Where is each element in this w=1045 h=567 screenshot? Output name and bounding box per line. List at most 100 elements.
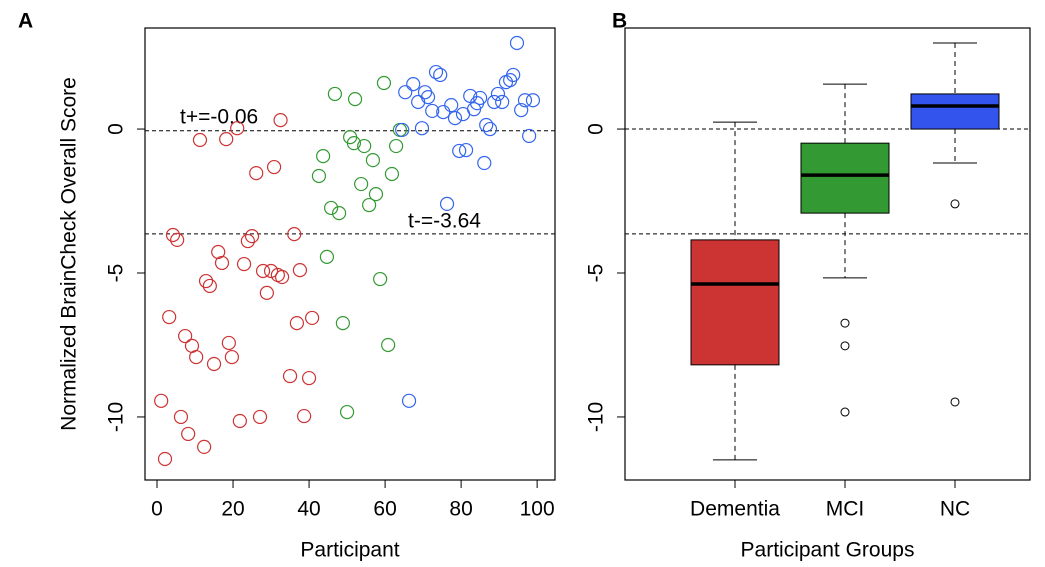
point xyxy=(189,349,204,365)
point xyxy=(506,67,521,83)
y-axis-title: Normalized BrainCheck Overall Score xyxy=(58,77,81,431)
point xyxy=(414,121,430,136)
point xyxy=(452,143,467,159)
point xyxy=(324,200,339,216)
point xyxy=(522,128,537,144)
point xyxy=(259,285,274,300)
outlier xyxy=(950,199,960,209)
y-tick-label: 0 xyxy=(105,123,128,135)
point xyxy=(398,85,413,100)
outlier xyxy=(950,397,960,407)
point xyxy=(230,121,245,136)
point xyxy=(249,166,264,181)
point xyxy=(365,153,381,168)
point xyxy=(482,121,498,137)
point xyxy=(487,94,502,110)
point xyxy=(211,244,226,260)
x-tick-label: 60 xyxy=(373,498,396,521)
point xyxy=(395,122,410,138)
box xyxy=(690,239,780,366)
point xyxy=(181,426,196,442)
point xyxy=(273,113,288,128)
y-tick-label: 0 xyxy=(585,123,608,135)
point xyxy=(202,278,217,294)
point xyxy=(368,187,384,202)
point xyxy=(316,149,331,164)
point xyxy=(255,263,271,279)
point xyxy=(444,98,459,113)
point xyxy=(274,269,290,285)
point xyxy=(240,233,255,249)
point xyxy=(517,93,533,108)
point xyxy=(287,227,302,242)
point xyxy=(221,335,236,351)
x-tick-label: MCI xyxy=(826,498,865,521)
point xyxy=(319,249,335,264)
y-tick-label: -10 xyxy=(585,402,608,432)
point xyxy=(490,86,506,102)
box xyxy=(800,142,890,214)
point xyxy=(178,328,193,344)
point xyxy=(384,166,400,182)
plot-frame xyxy=(144,27,556,481)
point xyxy=(525,93,541,108)
box xyxy=(910,93,1000,130)
point xyxy=(339,404,355,420)
x-axis-title: Participant Groups xyxy=(741,539,915,562)
panel-label: B xyxy=(612,10,627,33)
x-tick-label: 20 xyxy=(221,498,244,521)
point xyxy=(479,117,494,133)
point xyxy=(354,176,369,192)
point xyxy=(192,132,208,148)
point xyxy=(406,77,421,92)
point xyxy=(244,229,260,244)
point xyxy=(311,168,327,184)
point xyxy=(170,232,185,247)
plot-frame xyxy=(624,27,1031,481)
point xyxy=(327,86,343,102)
point xyxy=(433,67,448,83)
point xyxy=(173,409,189,425)
point xyxy=(381,337,396,353)
point xyxy=(289,315,304,331)
x-tick-label: 80 xyxy=(449,498,472,521)
point xyxy=(162,309,177,325)
panel-label: A xyxy=(18,10,33,33)
point xyxy=(232,413,247,429)
point xyxy=(389,138,404,154)
point xyxy=(401,393,417,408)
y-tick-label: -5 xyxy=(585,264,608,283)
point xyxy=(477,155,492,171)
point xyxy=(236,256,252,272)
point xyxy=(198,273,214,289)
point xyxy=(282,368,298,384)
point xyxy=(331,206,347,221)
point xyxy=(362,197,377,213)
point xyxy=(214,255,230,271)
x-axis-title: Participant xyxy=(300,539,399,562)
point xyxy=(346,136,362,151)
point xyxy=(305,310,320,326)
point xyxy=(495,94,510,110)
x-tick-label: 40 xyxy=(297,498,320,521)
point xyxy=(206,356,222,372)
x-tick-label: NC xyxy=(940,498,970,521)
point xyxy=(197,439,212,454)
point xyxy=(458,142,474,158)
point xyxy=(447,111,463,126)
point xyxy=(301,370,317,386)
point xyxy=(439,196,455,212)
point xyxy=(297,408,312,424)
point xyxy=(425,103,440,119)
point xyxy=(357,138,372,154)
point xyxy=(219,132,234,147)
point xyxy=(373,271,388,287)
point xyxy=(266,159,282,175)
point xyxy=(263,263,279,279)
reference-label: t+=-0.06 xyxy=(180,105,258,128)
point xyxy=(473,90,488,106)
point xyxy=(428,64,444,80)
point xyxy=(420,89,436,105)
outlier xyxy=(840,407,850,417)
reference-label: t-=-3.64 xyxy=(408,209,481,232)
